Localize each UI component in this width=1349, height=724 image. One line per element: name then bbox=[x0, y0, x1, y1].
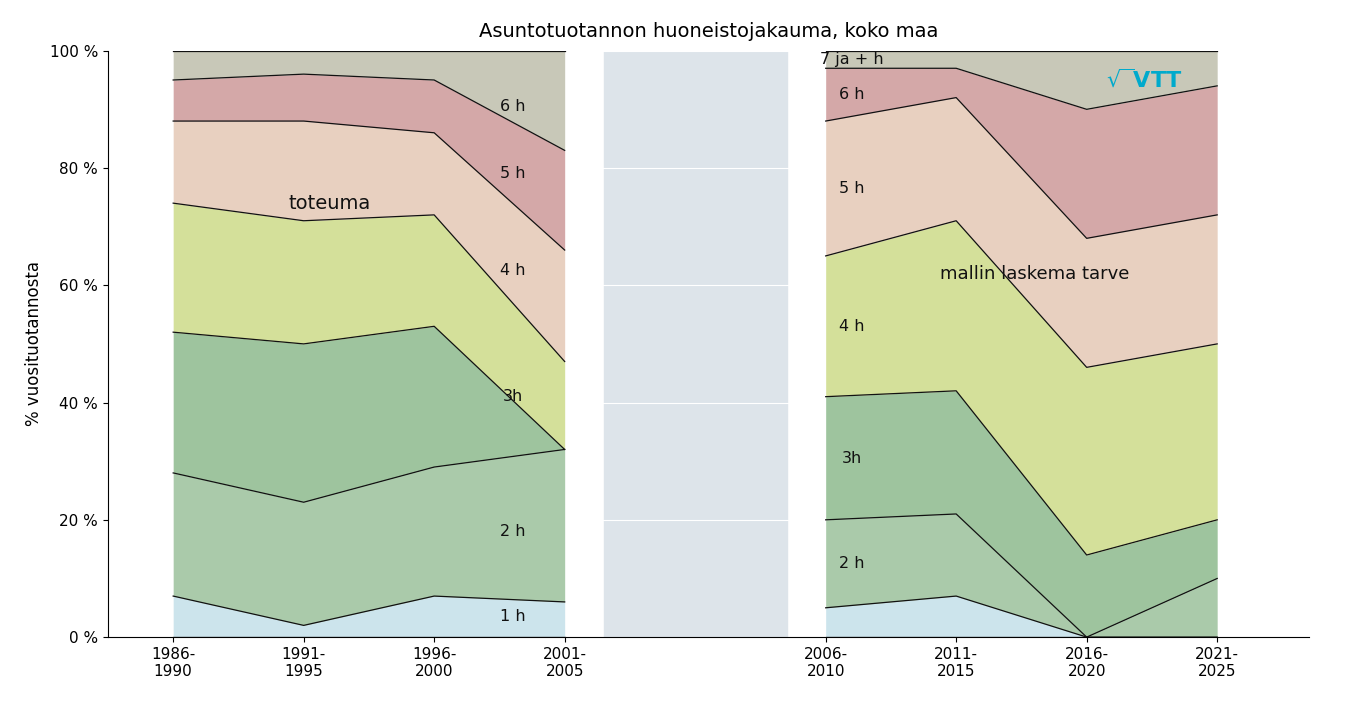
Text: $\sqrt{\ }$VTT: $\sqrt{\ }$VTT bbox=[1106, 68, 1183, 91]
Text: 5 h: 5 h bbox=[839, 181, 865, 196]
Text: 6 h: 6 h bbox=[839, 87, 865, 102]
Text: 4 h: 4 h bbox=[839, 319, 865, 334]
Text: 3h: 3h bbox=[502, 390, 522, 404]
Y-axis label: % vuosituotannosta: % vuosituotannosta bbox=[24, 261, 43, 426]
Text: 2 h: 2 h bbox=[839, 556, 865, 571]
Text: mallin laskema tarve: mallin laskema tarve bbox=[940, 264, 1129, 282]
Text: 5 h: 5 h bbox=[499, 167, 525, 181]
Title: Asuntotuotannon huoneistojakauma, koko maa: Asuntotuotannon huoneistojakauma, koko m… bbox=[479, 22, 938, 41]
Text: 2 h: 2 h bbox=[499, 524, 525, 539]
Text: 4 h: 4 h bbox=[499, 263, 525, 278]
Text: 6 h: 6 h bbox=[499, 99, 525, 114]
Text: toteuma: toteuma bbox=[289, 193, 371, 213]
Text: 7 ja + h: 7 ja + h bbox=[820, 52, 884, 67]
Text: 1 h: 1 h bbox=[499, 609, 525, 624]
Text: 3h: 3h bbox=[842, 451, 862, 466]
Bar bbox=[604, 51, 786, 637]
